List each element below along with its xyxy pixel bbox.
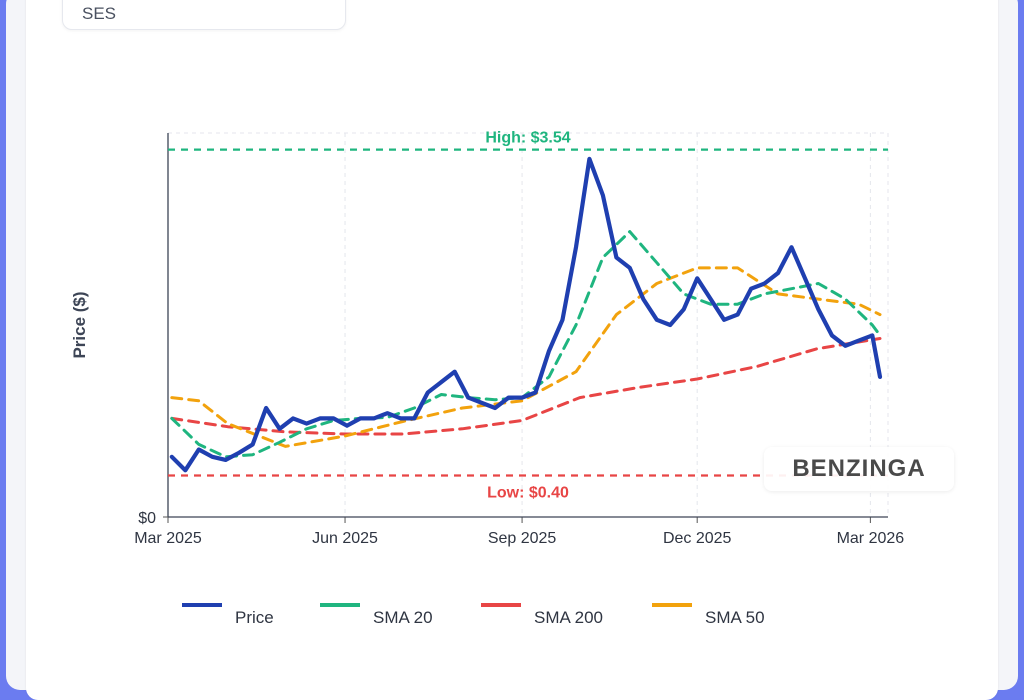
watermark: BENZINGA	[764, 447, 954, 491]
legend-label: SMA 50	[705, 608, 765, 627]
low-label: Low: $0.40	[487, 484, 569, 501]
series-line-sma-50	[170, 266, 882, 448]
series-line-price	[169, 156, 883, 473]
ticker-symbol: SES	[82, 4, 117, 23]
y-tick-label: $0	[138, 510, 156, 527]
ticker-box	[62, 0, 346, 30]
x-tick-label: Sep 2025	[488, 530, 557, 547]
x-tick-label: Jun 2025	[312, 530, 378, 547]
price-chart: Mar 2025 Jun 2025 Sep 2025 Dec 2025 Mar 2026…	[70, 130, 905, 627]
series-line-sma-200	[170, 337, 882, 436]
x-tick-label: Mar 2026	[837, 530, 905, 547]
chart-card	[26, 0, 998, 700]
x-tick-label: Dec 2025	[663, 530, 732, 547]
legend-label: SMA 200	[534, 608, 603, 627]
y-axis-label: Price ($)	[70, 291, 89, 358]
watermark-text: BENZINGA	[792, 455, 926, 482]
high-label: High: $3.54	[485, 130, 570, 147]
legend-label: SMA 20	[373, 608, 433, 627]
legend-label: Price	[235, 608, 274, 627]
x-tick-label: Mar 2025	[134, 530, 202, 547]
